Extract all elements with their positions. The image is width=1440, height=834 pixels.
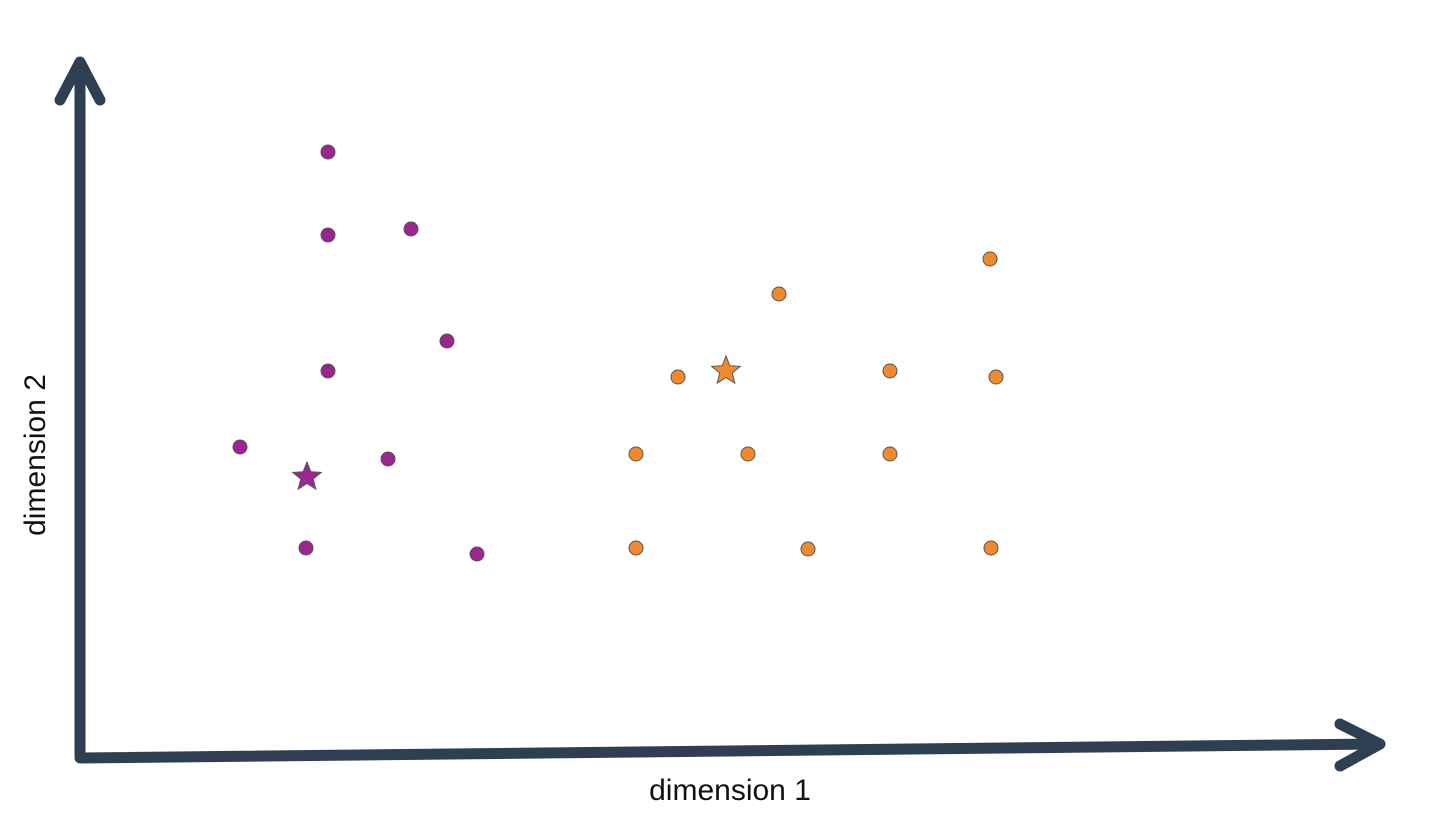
point xyxy=(380,451,396,467)
x-axis-label: dimension 1 xyxy=(649,774,811,807)
centroid-star xyxy=(291,460,323,491)
x-axis xyxy=(74,738,1384,764)
point xyxy=(320,144,336,160)
point xyxy=(988,369,1004,385)
y-axis-arrow xyxy=(54,56,106,106)
point xyxy=(771,286,787,302)
point xyxy=(740,446,756,462)
point xyxy=(320,227,336,243)
point xyxy=(670,369,686,385)
point xyxy=(232,439,248,455)
point xyxy=(982,251,998,267)
point xyxy=(628,540,644,556)
centroid-star xyxy=(710,354,742,385)
point xyxy=(298,540,314,556)
point xyxy=(628,446,644,462)
point xyxy=(403,221,419,237)
point xyxy=(983,540,999,556)
axes xyxy=(54,56,1386,772)
y-axis-label: dimension 2 xyxy=(19,374,52,536)
point xyxy=(800,541,816,557)
point xyxy=(469,546,485,562)
point xyxy=(439,333,455,349)
point xyxy=(882,363,898,379)
point xyxy=(882,446,898,462)
point xyxy=(320,363,336,379)
x-axis-arrow xyxy=(1334,718,1386,772)
